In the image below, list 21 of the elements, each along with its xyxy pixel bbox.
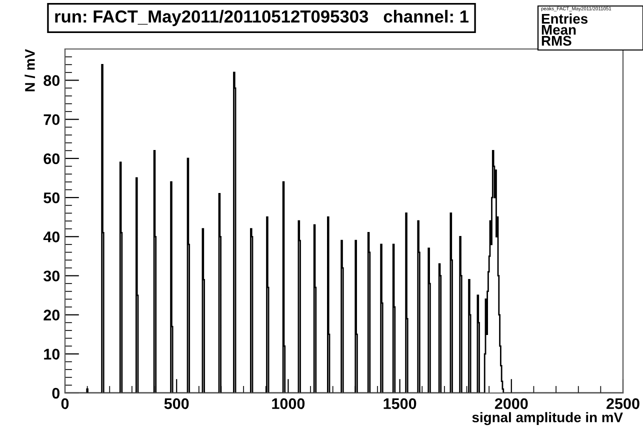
y-tick-label: 60 xyxy=(44,153,60,164)
y-tick-label: 10 xyxy=(44,348,60,360)
y-tick-label: 70 xyxy=(44,114,60,126)
x-tick-label: 2500 xyxy=(606,398,640,410)
y-tick-label: 40 xyxy=(43,232,60,242)
text: RMS xyxy=(542,36,572,46)
text: Mean xyxy=(542,25,576,35)
y-tick-label: 50 xyxy=(44,192,60,204)
x-tick-label: 0 xyxy=(61,398,69,410)
x-tick-label: 1500 xyxy=(384,398,416,410)
y-axis-title: N / mV xyxy=(24,49,35,92)
x-tick-label: 500 xyxy=(164,398,189,410)
y-tick-label: 80 xyxy=(44,75,60,86)
chart-title: run: FACT_May2011/20110512T095303 channel: 1 xyxy=(55,10,469,26)
y-tick-label: 20 xyxy=(44,310,60,321)
x-tick-label: 1000 xyxy=(272,398,305,410)
x-tick-label: 2000 xyxy=(494,398,528,410)
text: Entries xyxy=(542,14,588,24)
x-axis-title: signal amplitude in mV xyxy=(472,412,623,426)
y-tick-label: 30 xyxy=(44,270,60,282)
y-tick-label: 0 xyxy=(52,388,60,399)
